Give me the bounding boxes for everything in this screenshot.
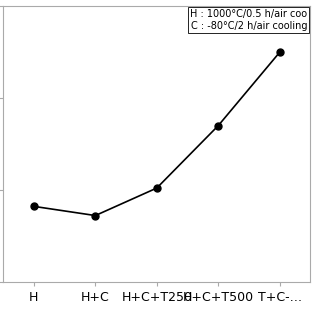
Text: H : 1000°C/0.5 h/air coo
C : -80°C/2 h/air cooling: H : 1000°C/0.5 h/air coo C : -80°C/2 h/a…: [190, 9, 307, 31]
